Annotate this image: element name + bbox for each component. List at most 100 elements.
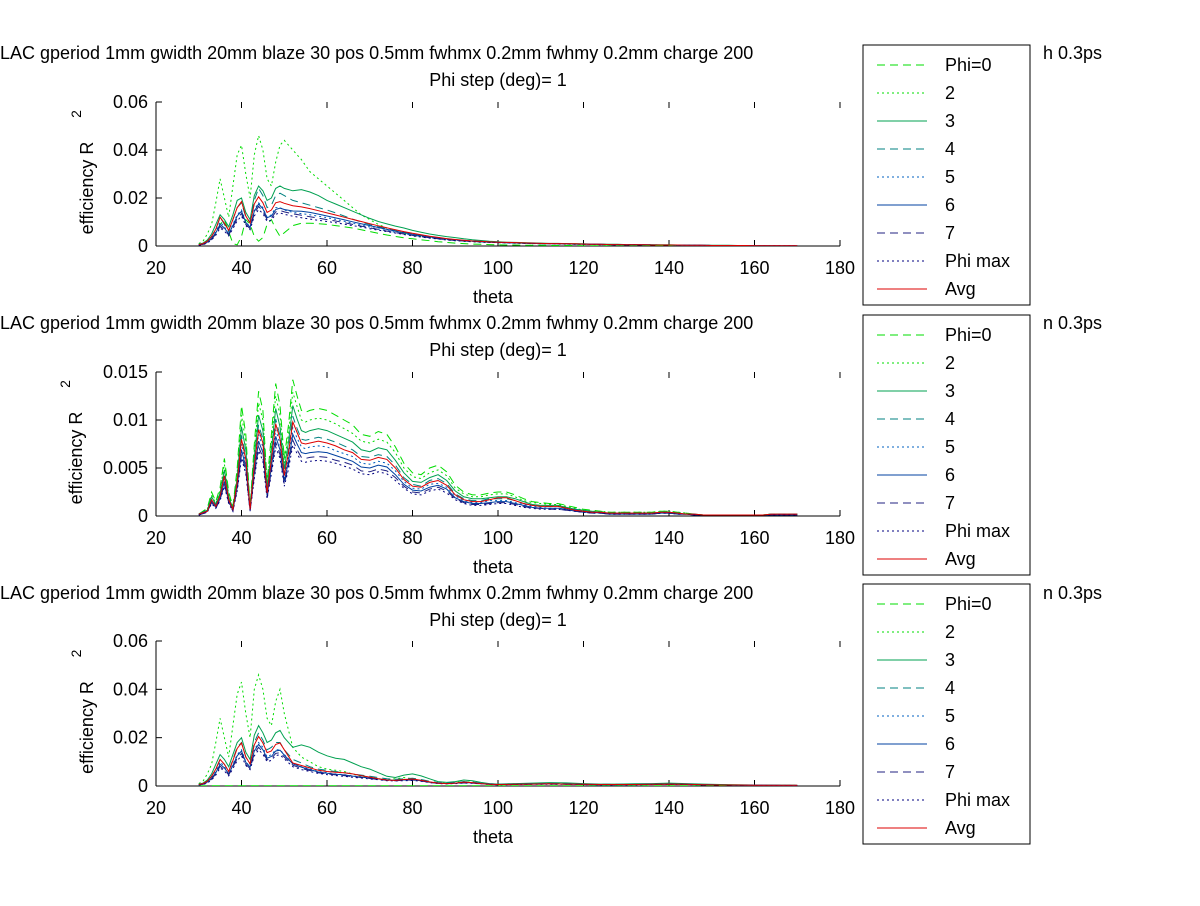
x-tick-label: 160	[739, 528, 769, 548]
legend-label: Phi max	[945, 521, 1010, 541]
chart-panel-3: LAC gperiod 1mm gwidth 20mm blaze 30 pos…	[0, 583, 1102, 847]
x-tick-label: 60	[317, 528, 337, 548]
legend-box	[862, 314, 1031, 576]
x-tick-label: 100	[483, 258, 513, 278]
x-tick-label: 40	[231, 258, 251, 278]
x-axis-label: theta	[473, 287, 514, 307]
legend-label: Phi=0	[945, 55, 992, 75]
panels: LAC gperiod 1mm gwidth 20mm blaze 30 pos…	[0, 43, 1102, 847]
legend-box	[862, 583, 1031, 845]
x-tick-label: 160	[739, 258, 769, 278]
x-tick-label: 140	[654, 798, 684, 818]
chart-subtitle: Phi step (deg)= 1	[429, 340, 567, 360]
legend-label: Avg	[945, 549, 976, 569]
legend-label: 5	[945, 706, 955, 726]
series-line-8	[198, 208, 798, 246]
legend: Phi=0 2 3 4 5 6 7 Phi max Avg	[862, 314, 1031, 576]
legend-label: 6	[945, 734, 955, 754]
legend-label: 2	[945, 353, 955, 373]
legend-label: 2	[945, 622, 955, 642]
y-axis-label-superscript: 2	[68, 649, 84, 657]
legend-label: Phi=0	[945, 594, 992, 614]
series-line-3	[198, 724, 798, 786]
x-axis-label: theta	[473, 557, 514, 577]
legend-label: 7	[945, 223, 955, 243]
chart-panel-2: LAC gperiod 1mm gwidth 20mm blaze 30 pos…	[0, 313, 1102, 577]
chart-title-tail: h 0.3ps	[1043, 43, 1102, 63]
chart-title: LAC gperiod 1mm gwidth 20mm blaze 30 pos…	[0, 43, 753, 63]
x-tick-label: 120	[568, 798, 598, 818]
y-tick-label: 0.02	[113, 188, 148, 208]
x-tick-label: 40	[231, 798, 251, 818]
x-tick-label: 140	[654, 528, 684, 548]
chart-title-tail: n 0.3ps	[1043, 313, 1102, 333]
x-tick-label: 20	[146, 528, 166, 548]
x-tick-label: 20	[146, 798, 166, 818]
y-axis-label: efficiency R	[77, 142, 97, 235]
chart-title-tail: n 0.3ps	[1043, 583, 1102, 603]
legend: Phi=0 2 3 4 5 6 7 Phi max Avg	[862, 583, 1031, 845]
y-axis-label: efficiency R	[66, 412, 86, 505]
x-tick-label: 160	[739, 798, 769, 818]
legend-label: 3	[945, 650, 955, 670]
x-tick-label: 80	[402, 528, 422, 548]
y-axis-label-superscript: 2	[57, 380, 73, 388]
x-tick-label: 140	[654, 258, 684, 278]
y-axis-label: efficiency R	[77, 681, 97, 774]
legend-label: Avg	[945, 279, 976, 299]
y-tick-label: 0	[138, 506, 148, 526]
y-tick-label: 0.015	[103, 362, 148, 382]
series-group	[198, 379, 798, 516]
legend-label: 3	[945, 381, 955, 401]
legend-label: 5	[945, 437, 955, 457]
series-line-2	[198, 392, 798, 516]
legend-label: Phi max	[945, 251, 1010, 271]
x-tick-label: 180	[825, 258, 855, 278]
chart-panel-1: LAC gperiod 1mm gwidth 20mm blaze 30 pos…	[0, 43, 1102, 307]
y-tick-label: 0.04	[113, 679, 148, 699]
x-tick-label: 180	[825, 528, 855, 548]
legend-label: Avg	[945, 818, 976, 838]
y-tick-label: 0.02	[113, 728, 148, 748]
y-tick-label: 0.01	[113, 410, 148, 430]
series-line-4	[198, 731, 798, 786]
x-tick-label: 120	[568, 258, 598, 278]
y-tick-label: 0	[138, 236, 148, 256]
x-tick-label: 60	[317, 258, 337, 278]
legend: Phi=0 2 3 4 5 6 7 Phi max Avg	[862, 44, 1031, 306]
x-tick-label: 100	[483, 798, 513, 818]
x-tick-label: 180	[825, 798, 855, 818]
legend-label: 4	[945, 678, 955, 698]
legend-box	[862, 44, 1031, 306]
x-tick-label: 80	[402, 798, 422, 818]
x-tick-label: 80	[402, 258, 422, 278]
y-axis-label-group: efficiency R 2	[57, 380, 86, 504]
chart-subtitle: Phi step (deg)= 1	[429, 70, 567, 90]
series-group	[198, 133, 798, 246]
series-line-8	[198, 443, 798, 516]
chart-subtitle: Phi step (deg)= 1	[429, 610, 567, 630]
series-line-9	[198, 735, 798, 786]
y-axis-label-group: efficiency R 2	[68, 649, 97, 773]
legend-label: Phi=0	[945, 325, 992, 345]
x-tick-label: 60	[317, 798, 337, 818]
legend-label: 3	[945, 111, 955, 131]
legend-label: 4	[945, 409, 955, 429]
legend-label: 4	[945, 139, 955, 159]
chart-title: LAC gperiod 1mm gwidth 20mm blaze 30 pos…	[0, 583, 753, 603]
legend-label: 6	[945, 465, 955, 485]
chart-title: LAC gperiod 1mm gwidth 20mm blaze 30 pos…	[0, 313, 753, 333]
legend-label: 7	[945, 762, 955, 782]
series-line-1	[198, 379, 798, 516]
x-tick-label: 120	[568, 528, 598, 548]
legend-label: Phi max	[945, 790, 1010, 810]
y-axis-label-superscript: 2	[68, 110, 84, 118]
legend-label: 7	[945, 493, 955, 513]
legend-label: 6	[945, 195, 955, 215]
x-axis-label: theta	[473, 827, 514, 847]
legend-label: 2	[945, 83, 955, 103]
x-tick-label: 100	[483, 528, 513, 548]
legend-label: 5	[945, 167, 955, 187]
